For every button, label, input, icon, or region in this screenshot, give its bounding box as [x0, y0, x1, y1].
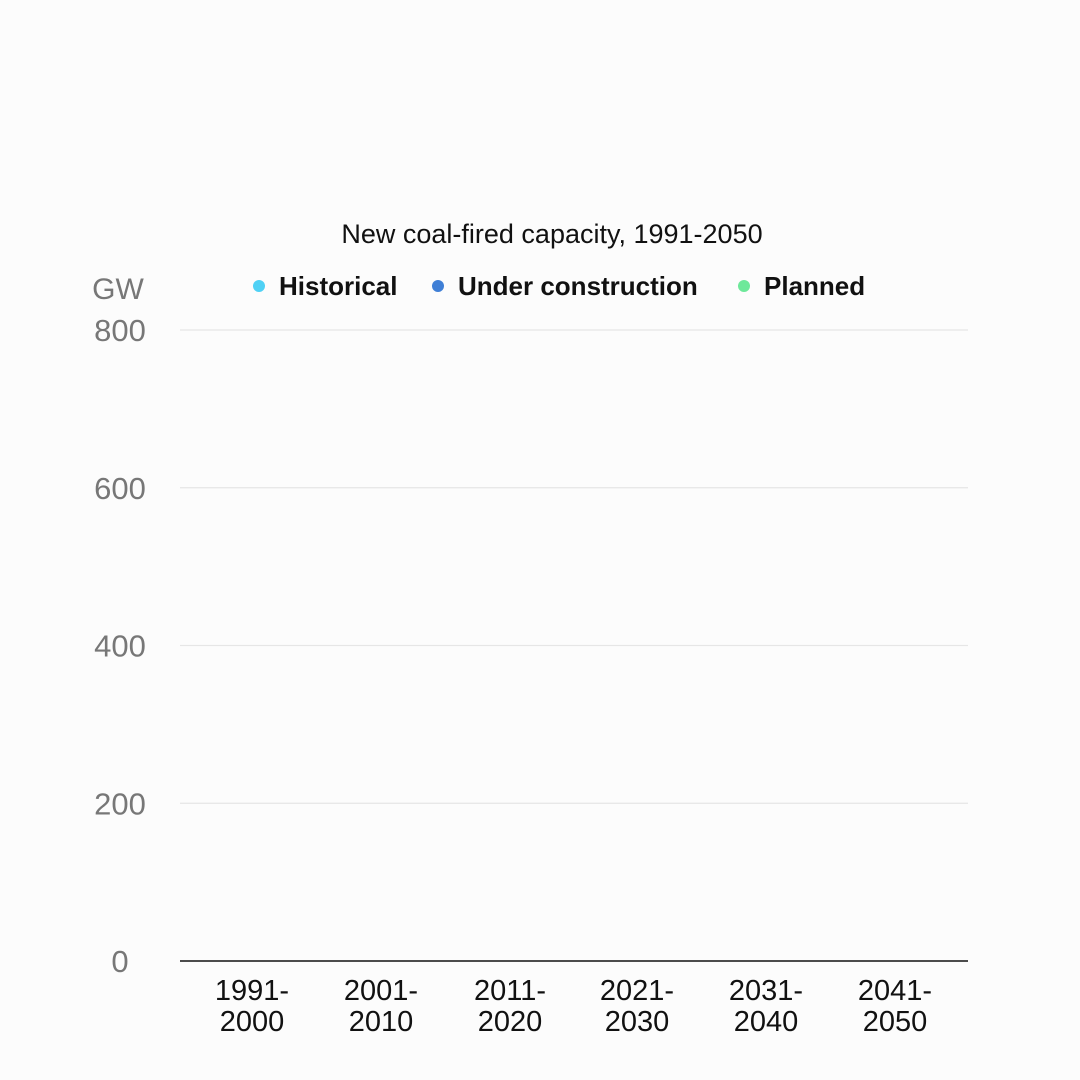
y-axis-ticks: 0 200 400 600 800	[94, 313, 146, 979]
y-tick-label: 600	[94, 471, 146, 506]
x-category-label: 2031-	[729, 975, 803, 1007]
x-category-label: 2040	[734, 1006, 799, 1038]
y-tick-label: 800	[94, 313, 146, 348]
legend-label: Planned	[764, 271, 865, 301]
gridlines	[180, 329, 968, 804]
x-category-label: 2000	[220, 1006, 285, 1038]
x-axis-category-labels: 1991-2000 2001-2010 2011-2020 2021-2030 2031…	[215, 975, 932, 1038]
x-category-label: 2050	[863, 1006, 928, 1038]
y-tick-label: 200	[94, 786, 146, 821]
x-category-label: 2020	[478, 1006, 543, 1038]
chart-title: New coal-fired capacity, 1991-2050	[341, 219, 762, 249]
legend-swatch	[432, 280, 444, 292]
legend-swatch	[253, 280, 265, 292]
x-category-label: 2010	[349, 1006, 414, 1038]
legend-label: Historical	[279, 271, 398, 301]
legend-label: Under construction	[458, 271, 698, 301]
x-category-label: 2021-	[600, 975, 674, 1007]
x-category-label: 2011-	[474, 975, 546, 1007]
y-tick-label: 0	[111, 944, 128, 979]
x-category-label: 2030	[605, 1006, 670, 1038]
legend: Historical Under construction Planned	[253, 271, 865, 301]
y-tick-label: 400	[94, 629, 146, 664]
legend-swatch	[738, 280, 750, 292]
x-category-label: 2001-	[344, 975, 418, 1007]
x-category-label: 1991-	[215, 975, 289, 1007]
x-category-label: 2041-	[858, 975, 932, 1007]
y-axis-unit-label: GW	[92, 273, 144, 306]
